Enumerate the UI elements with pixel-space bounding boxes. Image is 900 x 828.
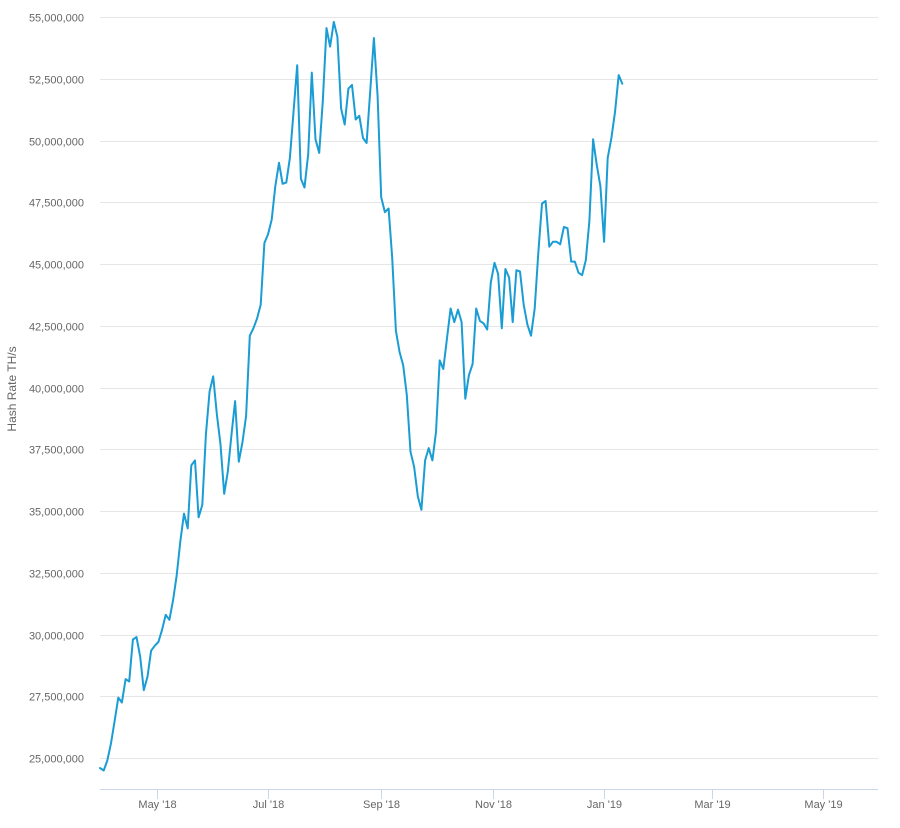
y-tick-label: 40,000,000 (29, 384, 84, 396)
y-tick-label: 45,000,000 (29, 260, 84, 272)
y-axis-tick-labels: 25,000,000 27,500,000 30,000,000 32,500,000… (29, 13, 84, 766)
y-tick-label: 35,000,000 (29, 507, 84, 519)
y-tick-label: 37,500,000 (29, 445, 84, 457)
x-tick-label: Nov '18 (475, 799, 512, 811)
x-axis-tick-labels: May '18 Jul '18 Sep '18 Nov '18 Jan '19 Mar '… (138, 799, 842, 811)
y-tick-label: 47,500,000 (29, 198, 84, 210)
y-tick-label: 25,000,000 (29, 754, 84, 766)
x-tick-label: May '18 (138, 799, 176, 811)
x-tick-label: Mar '19 (694, 799, 730, 811)
y-tick-label: 42,500,000 (29, 322, 84, 334)
x-axis-ticks (157, 789, 824, 799)
x-tick-label: Jul '18 (253, 799, 284, 811)
y-tick-label: 27,500,000 (29, 692, 84, 704)
x-tick-label: Jan '19 (587, 799, 622, 811)
x-tick-label: Sep '18 (363, 799, 400, 811)
y-tick-label: 50,000,000 (29, 137, 84, 149)
y-axis-title: Hash Rate TH/s (5, 346, 19, 431)
y-tick-label: 52,500,000 (29, 75, 84, 87)
y-tick-label: 32,500,000 (29, 569, 84, 581)
y-gridlines (100, 17, 878, 759)
y-tick-label: 55,000,000 (29, 13, 84, 25)
x-tick-label: May '19 (804, 799, 842, 811)
hash-rate-series-line (99, 20, 624, 772)
y-tick-label: 30,000,000 (29, 631, 84, 643)
